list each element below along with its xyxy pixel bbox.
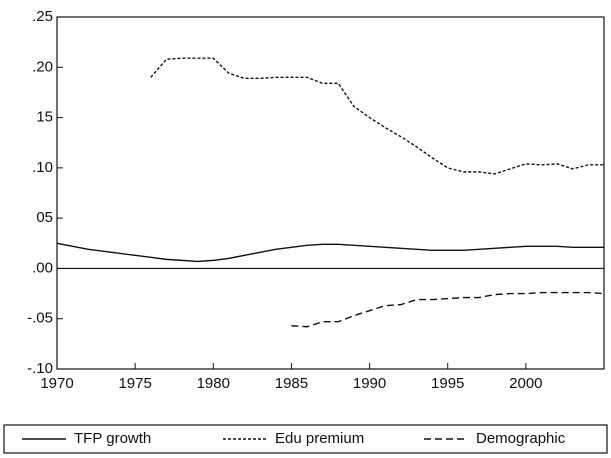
- x-tick-label: 2000: [509, 375, 542, 392]
- legend-box: [3, 424, 608, 454]
- series-line: [56, 242, 604, 263]
- y-tick-label: -.10: [27, 360, 53, 377]
- y-tick-label: 05: [36, 209, 53, 226]
- legend-label: TFP growth: [74, 430, 151, 447]
- y-tick-label: .25: [32, 8, 53, 25]
- legend-label: Edu premium: [275, 430, 364, 447]
- y-tick-label: 15: [36, 109, 53, 126]
- y-tick-label: .10: [32, 159, 53, 176]
- series-line: [291, 291, 605, 328]
- x-tick-label: 1980: [197, 375, 230, 392]
- x-tick-label: 1995: [431, 375, 464, 392]
- series-line: [150, 57, 604, 175]
- legend-label: Demographic: [476, 430, 566, 447]
- x-tick-label: 1990: [353, 375, 386, 392]
- x-tick-label: 1975: [118, 375, 151, 392]
- y-tick-label: .00: [32, 259, 53, 276]
- y-tick-label: .20: [32, 58, 53, 75]
- plot-frame: [56, 16, 605, 370]
- x-tick-label: 1985: [275, 375, 308, 392]
- y-tick-label: -.05: [27, 310, 53, 327]
- x-tick-label: 1970: [40, 375, 73, 392]
